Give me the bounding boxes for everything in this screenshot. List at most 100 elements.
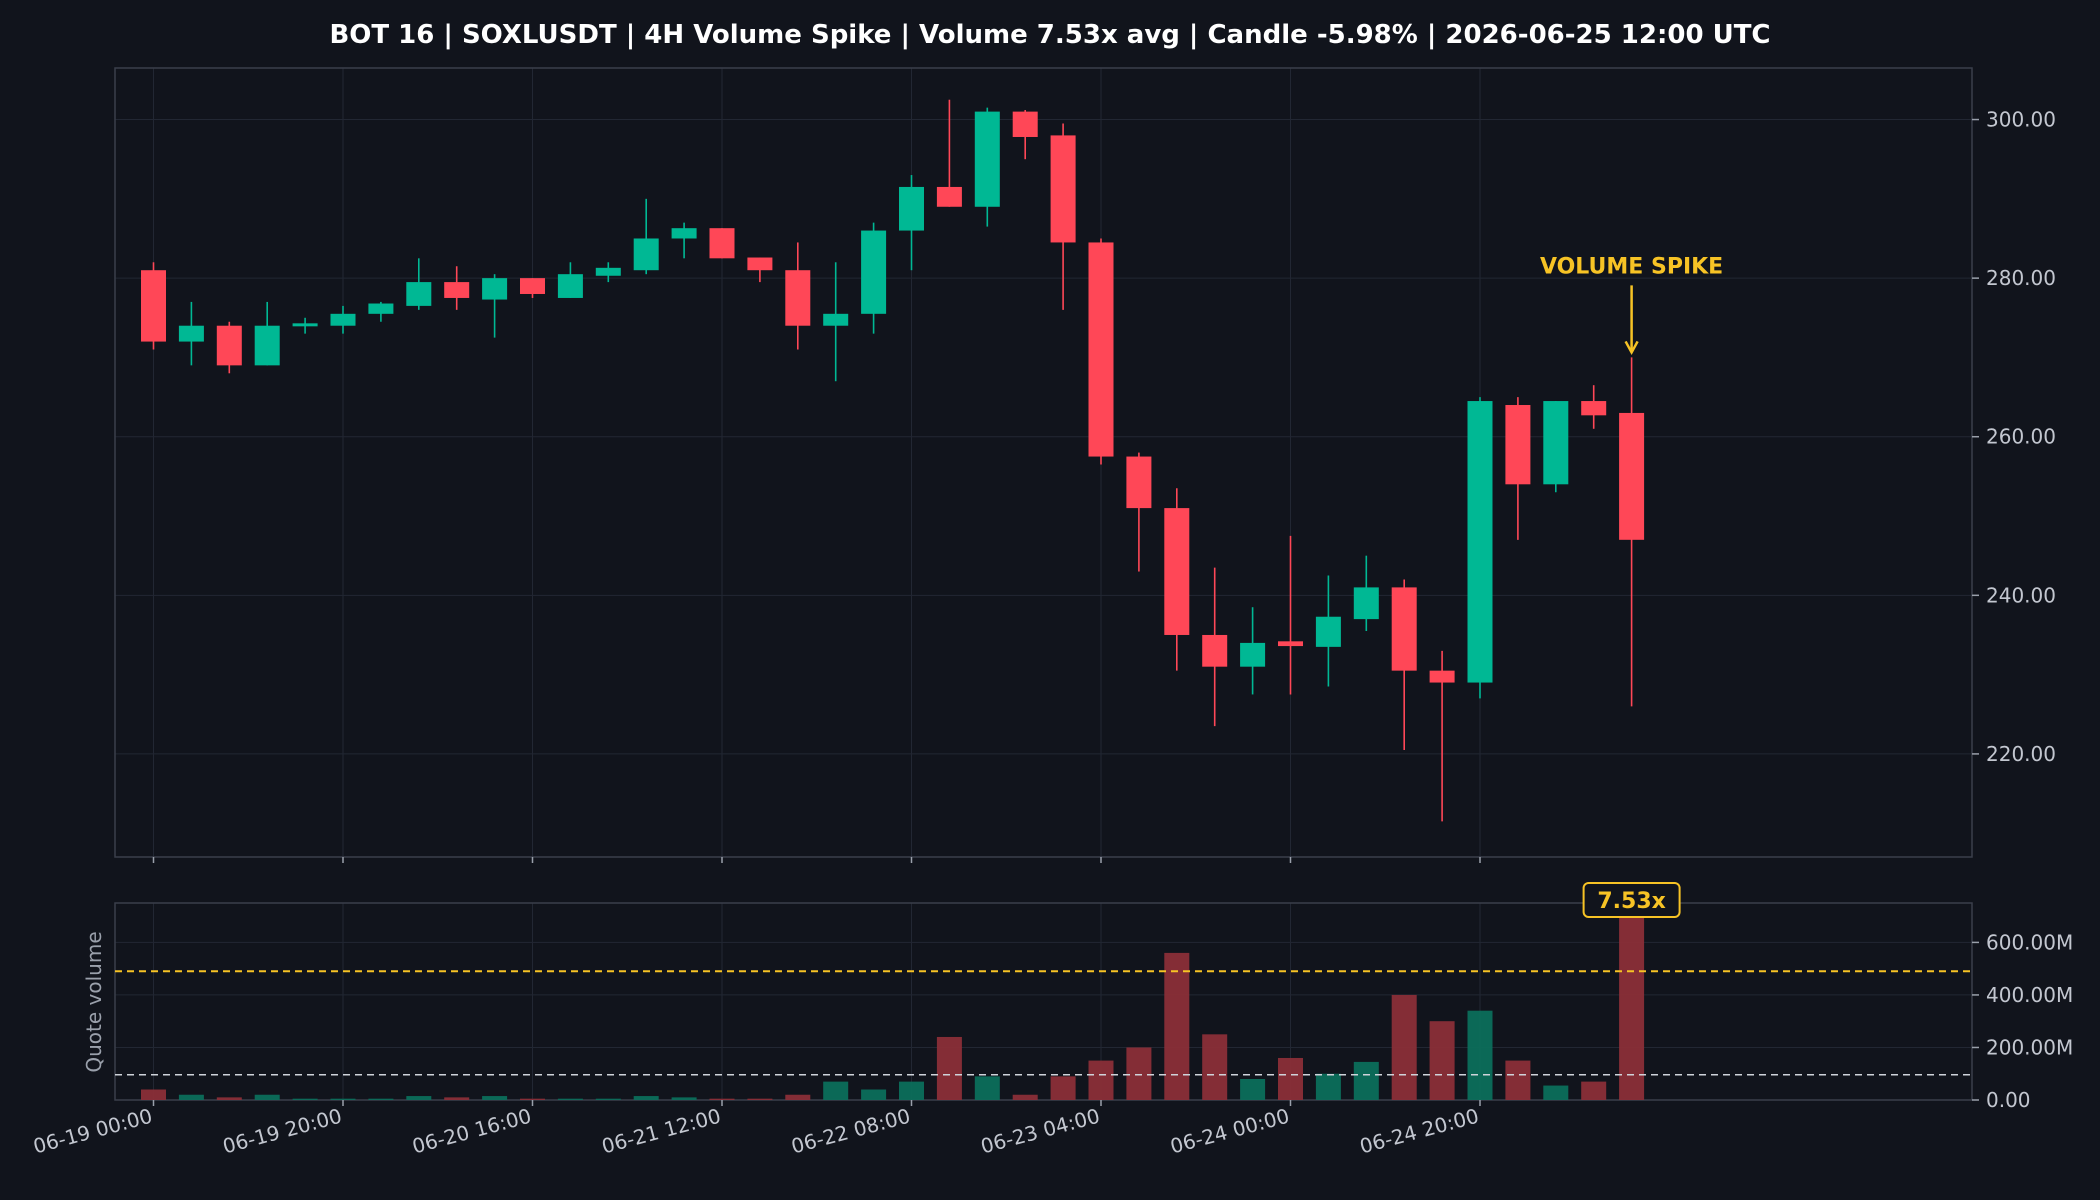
volume-bar-up <box>823 1081 849 1100</box>
volume-panel-frame <box>114 902 1973 1101</box>
candle-body <box>823 313 849 326</box>
volume-bar-down <box>1581 1081 1607 1100</box>
volume-bar-down <box>141 1089 166 1100</box>
candle-down <box>1391 579 1417 750</box>
candle-body <box>785 270 811 326</box>
volume-bar-down <box>1619 910 1645 1100</box>
candle-body <box>1240 642 1266 667</box>
candle-down <box>1164 488 1190 671</box>
candle-body <box>1619 412 1645 540</box>
candle-body <box>1353 587 1379 620</box>
candle-body <box>861 230 887 314</box>
volume-y-tick-label: 400.00M <box>1986 983 2073 1007</box>
volume-spike-annotation: VOLUME SPIKE <box>1540 254 1723 279</box>
volume-bar-down <box>520 1098 545 1100</box>
candle-body <box>1088 242 1114 457</box>
volume-bar-down <box>1391 994 1417 1100</box>
volume-bar-up <box>1467 1010 1493 1100</box>
candle-down <box>1581 385 1607 429</box>
candle-up <box>861 222 887 334</box>
candle-down <box>936 99 962 207</box>
candle-body <box>709 228 735 259</box>
candle-body <box>1202 634 1228 667</box>
volume-bar-up <box>1353 1061 1379 1100</box>
volume-bar-down <box>1164 952 1190 1100</box>
candle-body <box>1429 670 1455 683</box>
candle-up <box>899 175 924 271</box>
candle-body <box>936 186 962 207</box>
candle-down <box>1126 452 1152 572</box>
volume-y-tick-label: 0.00 <box>1986 1088 2031 1112</box>
candle-up <box>330 305 356 334</box>
volume-bar-down <box>444 1097 470 1100</box>
volume-bars <box>141 910 1645 1100</box>
volume-bar-down <box>709 1098 735 1100</box>
volume-bar-down <box>1202 1034 1228 1100</box>
candle-up <box>1240 607 1266 695</box>
candle-body <box>1467 401 1493 683</box>
candle-body <box>633 238 659 271</box>
candle-body <box>254 325 280 366</box>
candle-up <box>1353 555 1379 632</box>
price-panel-frame <box>114 67 1973 858</box>
candle-down <box>1278 535 1303 695</box>
volume-bar-up <box>482 1096 508 1100</box>
volume-bar-down <box>1050 1076 1076 1100</box>
volume-bar-down <box>1278 1057 1303 1100</box>
candle-body <box>141 270 166 342</box>
candle-up <box>292 317 318 334</box>
candle-down <box>444 266 470 310</box>
candle-up <box>482 274 508 338</box>
chart-title: BOT 16 | SOXLUSDT | 4H Volume Spike | Vo… <box>329 20 1770 50</box>
candle-body <box>406 282 432 306</box>
price-y-axis: 220.00 240.00 260.00 280.00 300.00 <box>1972 108 2056 766</box>
candle-up <box>1543 401 1569 493</box>
candle-down <box>1050 123 1076 310</box>
candle-down <box>1012 110 1038 160</box>
volume-y-tick-label: 600.00M <box>1986 930 2073 954</box>
candle-up <box>178 301 204 366</box>
volume-bar-up <box>1240 1078 1266 1100</box>
volume-bar-down <box>216 1097 242 1100</box>
volume-bar-up <box>178 1094 204 1100</box>
volume-bar-up <box>671 1097 697 1100</box>
spike-ratio-badge: 7.53x <box>1597 889 1665 914</box>
candle-body <box>1391 587 1417 671</box>
volume-bar-down <box>747 1098 773 1100</box>
volume-bar-up <box>899 1081 924 1100</box>
candle-body <box>330 313 356 326</box>
candle-body <box>747 257 773 271</box>
candle-down <box>141 262 166 350</box>
candle-down <box>1202 567 1228 727</box>
candle-up <box>823 262 849 382</box>
candle-up <box>406 258 432 310</box>
candle-body <box>671 228 697 239</box>
candle-body <box>1164 508 1190 635</box>
candle-up <box>633 198 659 275</box>
volume-y-axis: 0.00 200.00M 400.00M 600.00M <box>1972 930 2073 1112</box>
price-y-tick-label: 280.00 <box>1986 266 2056 290</box>
candle-down <box>1088 238 1114 465</box>
candle-down <box>785 242 811 350</box>
candle-down <box>520 278 545 298</box>
volume-bar-down <box>1429 1021 1455 1100</box>
candles <box>141 99 1645 822</box>
volume-bar-up <box>292 1098 318 1100</box>
candle-body <box>178 325 204 342</box>
spike-ratio-badge-box <box>1582 882 1681 918</box>
price-y-tick-label: 300.00 <box>1986 108 2056 132</box>
volume-bar-up <box>861 1089 887 1100</box>
volume-spike-arrowhead <box>1624 340 1639 356</box>
candle-up <box>595 262 621 283</box>
price-y-tick-label: 260.00 <box>1986 425 2056 449</box>
candle-body <box>557 274 583 298</box>
candle-up <box>671 222 697 259</box>
volume-bar-down <box>936 1036 962 1100</box>
candle-body <box>292 323 318 327</box>
volume-bar-up <box>557 1098 583 1100</box>
candle-body <box>974 111 1000 207</box>
volume-bar-up <box>595 1098 621 1100</box>
volume-bar-down <box>1505 1060 1531 1100</box>
volume-bar-up <box>974 1076 1000 1100</box>
